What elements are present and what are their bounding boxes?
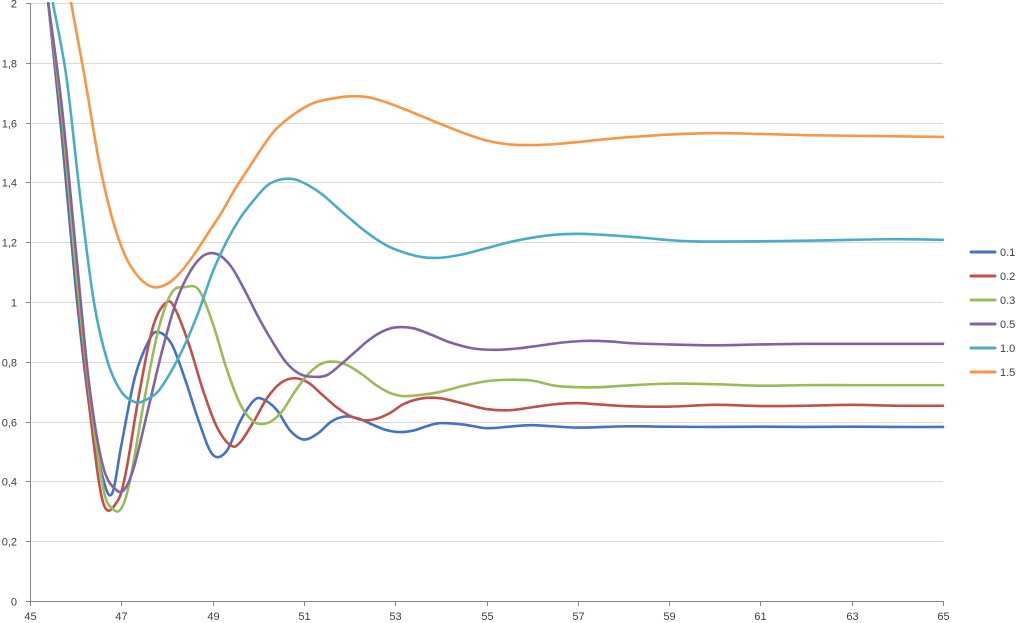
y-tick-label: 0,8 <box>2 358 17 370</box>
x-tick-label: 49 <box>207 611 219 623</box>
legend-label: 1.0 <box>1000 343 1015 355</box>
x-tick-label: 53 <box>389 611 401 623</box>
series-line-0-3 <box>46 2 945 513</box>
series-line-1-0 <box>51 2 945 405</box>
series-line-1-5 <box>69 2 945 289</box>
x-tick-label: 59 <box>663 611 675 623</box>
y-tick-label: 1,4 <box>2 178 17 190</box>
y-tick-label: 0,2 <box>2 537 17 549</box>
x-tick-labels: 45 47 49 51 53 55 57 59 61 63 65 <box>24 611 949 623</box>
y-tick-label: 0 <box>11 597 17 609</box>
gridlines <box>30 3 943 542</box>
x-tick-label: 47 <box>115 611 127 623</box>
y-tick-label: 1,8 <box>2 59 17 71</box>
series-lines <box>46 2 945 513</box>
x-tick-label: 65 <box>937 611 949 623</box>
series-line-0-1 <box>46 2 945 497</box>
x-tick-label: 63 <box>846 611 858 623</box>
legend-label: 0.1 <box>1000 247 1015 259</box>
y-tick-label: 1 <box>11 298 17 310</box>
y-tick-label: 1,2 <box>2 238 17 250</box>
legend-label: 0.5 <box>1000 319 1015 331</box>
y-tick-label: 1,6 <box>2 119 17 131</box>
series-line-0-5 <box>46 2 945 494</box>
legend-label: 0.2 <box>1000 271 1015 283</box>
legend-label: 0.3 <box>1000 295 1015 307</box>
x-tick-label: 57 <box>572 611 584 623</box>
y-tick-label: 0,6 <box>2 418 17 430</box>
axes <box>26 3 944 606</box>
y-tick-label: 0,4 <box>2 477 17 489</box>
legend-label: 1.5 <box>1000 367 1015 379</box>
x-tick-label: 45 <box>24 611 36 623</box>
x-tick-label: 51 <box>298 611 310 623</box>
series-line-0-2 <box>46 2 945 512</box>
y-tick-label: 2 <box>11 0 17 11</box>
legend: 0.1 0.2 0.3 0.5 1.0 1.5 <box>969 247 1015 379</box>
y-tick-labels: 0 0,2 0,4 0,6 0,8 1 1,2 1,4 1,6 1,8 2 <box>2 0 17 609</box>
x-tick-label: 55 <box>481 611 493 623</box>
x-tick-label: 61 <box>754 611 766 623</box>
